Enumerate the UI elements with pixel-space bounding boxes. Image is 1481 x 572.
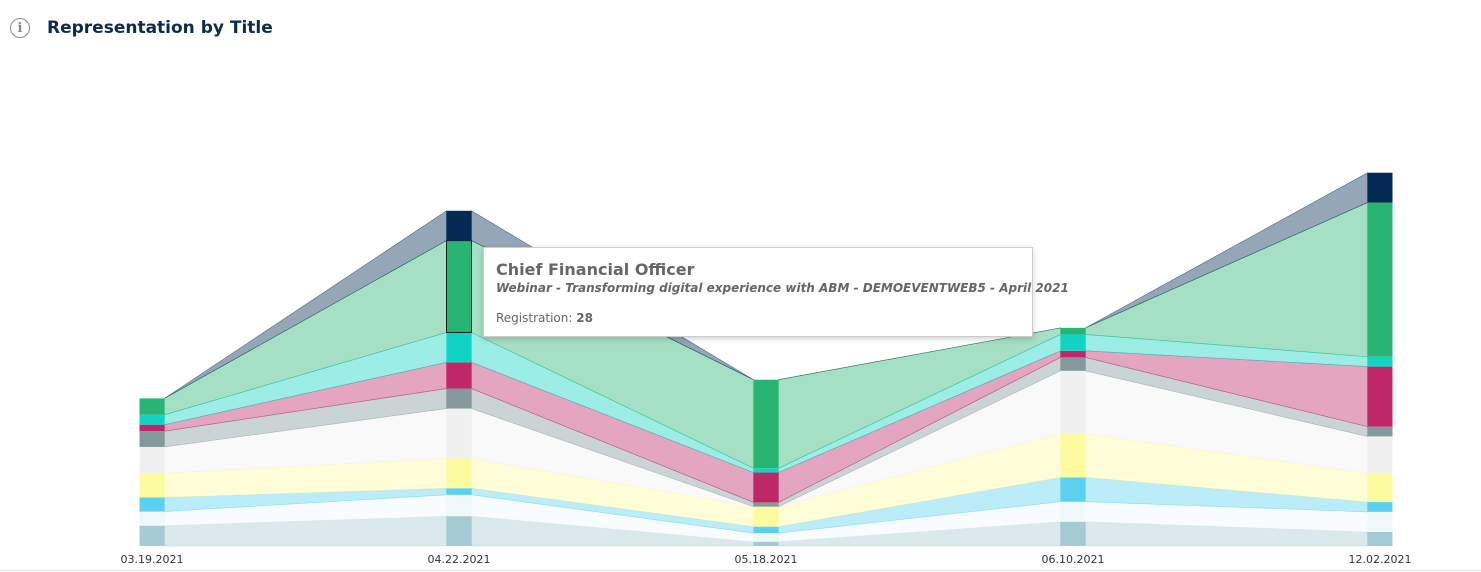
bar-segment[interactable]: [1060, 350, 1086, 358]
bar-segment[interactable]: [139, 525, 165, 546]
bar-segment[interactable]: [1367, 473, 1393, 503]
bar-segment[interactable]: [139, 424, 165, 432]
bar-segment[interactable]: [139, 511, 165, 526]
bar-segment[interactable]: [1367, 531, 1393, 546]
bar-segment[interactable]: [753, 541, 779, 546]
bar-segment[interactable]: [753, 472, 779, 503]
x-tick-label: 12.02.2021: [1349, 553, 1412, 566]
bar-segment[interactable]: [753, 506, 779, 527]
ribbon[interactable]: [1085, 202, 1368, 358]
bar-segment[interactable]: [1060, 433, 1086, 478]
bar-segment[interactable]: [1367, 511, 1393, 532]
bar-segment[interactable]: [446, 332, 472, 363]
bar-segment[interactable]: [139, 414, 165, 425]
chart-title: Representation by Title: [47, 18, 273, 38]
bar-segment[interactable]: [446, 458, 472, 489]
info-icon[interactable]: i: [10, 18, 30, 38]
bar-segment[interactable]: [1060, 370, 1086, 434]
bar-segment[interactable]: [1367, 436, 1393, 474]
bar-segment[interactable]: [446, 240, 472, 333]
bar-segment[interactable]: [446, 388, 472, 409]
bar-segment[interactable]: [1060, 357, 1086, 371]
bar-segment[interactable]: [1367, 172, 1393, 203]
x-tick-label: 03.19.2021: [121, 553, 184, 566]
header: i Representation by Title: [10, 14, 273, 42]
bar-segment[interactable]: [446, 210, 472, 241]
bar-segment[interactable]: [139, 497, 165, 512]
x-tick-label: 04.22.2021: [428, 553, 491, 566]
bar-segment[interactable]: [139, 431, 165, 447]
bar-segment[interactable]: [753, 502, 779, 507]
ribbon-layer: [164, 172, 1368, 547]
bar-segment[interactable]: [139, 446, 165, 474]
bar-segment[interactable]: [139, 473, 165, 498]
bar-segment[interactable]: [753, 526, 779, 534]
bar-segment[interactable]: [1060, 334, 1086, 351]
tooltip-subtitle: Webinar - Transforming digital experienc…: [496, 281, 1069, 295]
bar-segment[interactable]: [1060, 477, 1086, 502]
bar-segment[interactable]: [446, 516, 472, 546]
tooltip-metric: Registration: 28: [496, 311, 1020, 325]
bar-segment[interactable]: [1060, 501, 1086, 522]
bar-segment[interactable]: [1367, 426, 1393, 437]
bar-segment[interactable]: [753, 533, 779, 542]
x-axis-labels: 03.19.2021 04.22.2021 05.18.2021 06.10.2021…: [121, 553, 1412, 566]
tooltip: Chief Financial Officer Webinar - Transf…: [483, 247, 1069, 337]
bar-segment[interactable]: [446, 488, 472, 495]
bar-segment[interactable]: [446, 362, 472, 389]
chart-baseline: [0, 570, 1481, 571]
bar-segment[interactable]: [139, 398, 165, 415]
bar-segment[interactable]: [1367, 202, 1393, 357]
tooltip-title: Chief Financial Officer: [496, 260, 695, 279]
bar-segment[interactable]: [753, 468, 779, 473]
tooltip-metric-label: Registration:: [496, 311, 573, 325]
bar-segment[interactable]: [753, 379, 779, 469]
x-tick-label: 06.10.2021: [1042, 553, 1105, 566]
bar-segment[interactable]: [1060, 327, 1086, 335]
x-tick-label: 05.18.2021: [735, 553, 798, 566]
bar-segment[interactable]: [446, 494, 472, 517]
bar-segment[interactable]: [1367, 356, 1393, 367]
bar-segment[interactable]: [1060, 521, 1086, 546]
bar-segment[interactable]: [1367, 502, 1393, 512]
bar-segment[interactable]: [446, 408, 472, 459]
tooltip-metric-value: 28: [576, 311, 593, 325]
bar-segment[interactable]: [1367, 366, 1393, 427]
bar-layer: [139, 172, 1393, 546]
